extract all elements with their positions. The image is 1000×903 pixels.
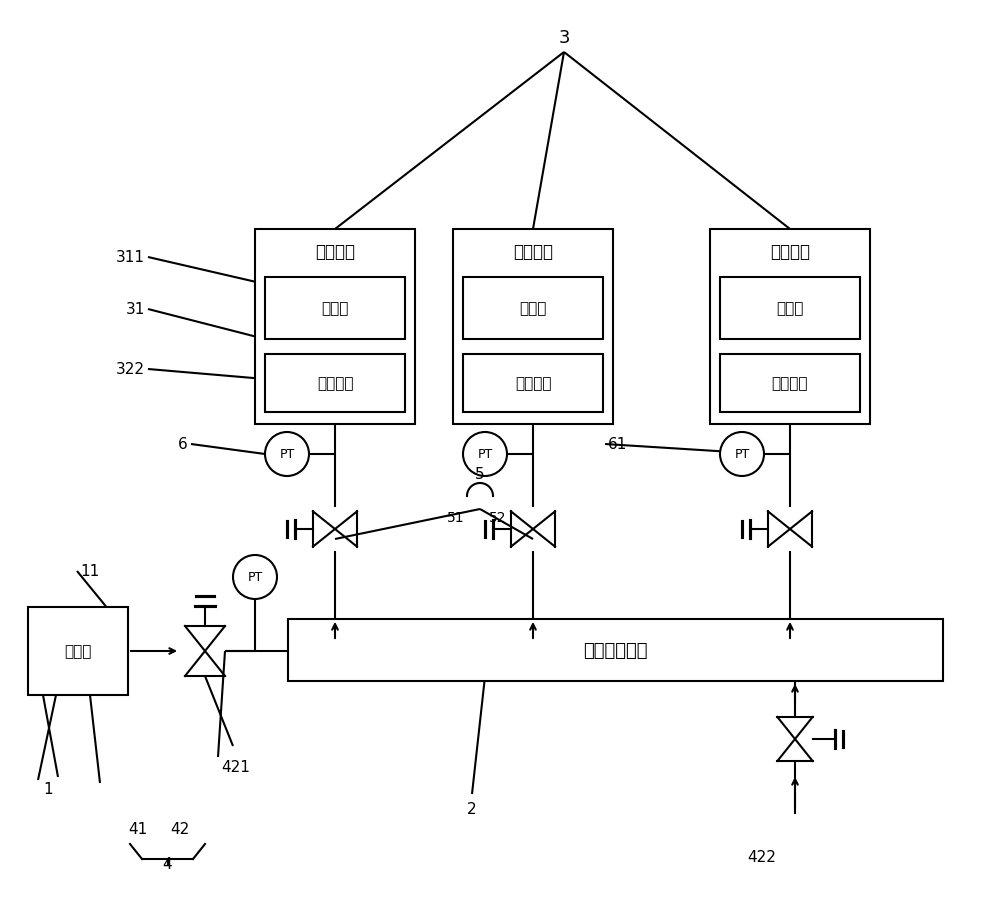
- Text: 检测装置: 检测装置: [513, 243, 553, 261]
- Text: PT: PT: [279, 448, 295, 461]
- Circle shape: [463, 433, 507, 477]
- Circle shape: [233, 555, 277, 600]
- Bar: [255, 229, 415, 424]
- Text: 密封组件: 密封组件: [317, 376, 353, 391]
- Text: 422: 422: [748, 850, 776, 864]
- Text: 311: 311: [116, 250, 145, 265]
- Bar: [720, 355, 860, 413]
- Text: 真空泵: 真空泵: [64, 644, 92, 659]
- Text: 5: 5: [475, 467, 485, 482]
- Bar: [720, 278, 860, 340]
- Text: 观察部: 观察部: [321, 302, 349, 316]
- Text: 322: 322: [116, 362, 145, 377]
- Text: 密封组件: 密封组件: [772, 376, 808, 391]
- Text: 31: 31: [126, 303, 145, 317]
- Text: 3: 3: [558, 29, 570, 47]
- Text: 观察部: 观察部: [776, 302, 804, 316]
- Text: 检测装置: 检测装置: [770, 243, 810, 261]
- Text: 密封组件: 密封组件: [515, 376, 551, 391]
- Bar: [288, 619, 943, 681]
- Text: 观察部: 观察部: [519, 302, 547, 316]
- Bar: [265, 355, 405, 413]
- Text: 2: 2: [467, 802, 477, 816]
- Text: 检测装置: 检测装置: [315, 243, 355, 261]
- Text: PT: PT: [734, 448, 750, 461]
- Text: PT: PT: [247, 571, 263, 584]
- Text: 6: 6: [178, 437, 188, 452]
- Text: 分配阀组总管: 分配阀组总管: [583, 641, 648, 659]
- Text: 421: 421: [221, 759, 250, 775]
- Text: 41: 41: [128, 822, 148, 836]
- Bar: [710, 229, 870, 424]
- Text: 11: 11: [80, 563, 99, 579]
- Text: PT: PT: [477, 448, 493, 461]
- Circle shape: [720, 433, 764, 477]
- Text: 1: 1: [43, 782, 53, 796]
- Bar: [463, 278, 603, 340]
- Bar: [265, 278, 405, 340]
- Text: 61: 61: [608, 437, 627, 452]
- Text: 52: 52: [489, 510, 507, 525]
- Bar: [453, 229, 613, 424]
- Text: 42: 42: [170, 822, 190, 836]
- Text: 51: 51: [447, 510, 465, 525]
- Bar: [463, 355, 603, 413]
- Circle shape: [265, 433, 309, 477]
- Text: 4: 4: [163, 857, 172, 871]
- Bar: [28, 608, 128, 695]
